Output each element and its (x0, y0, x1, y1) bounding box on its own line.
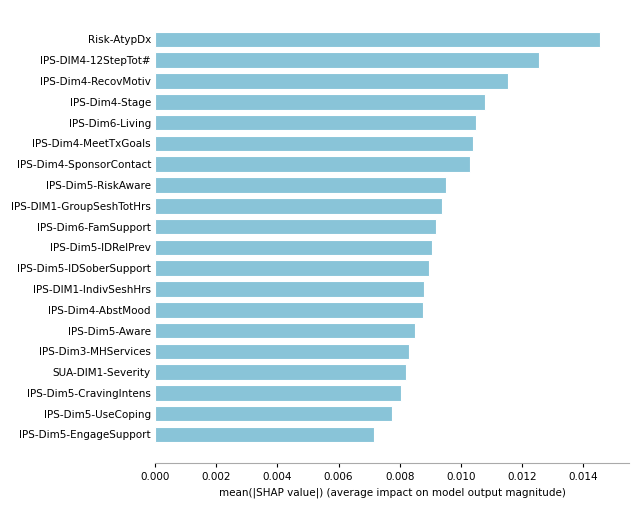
Bar (155, 32, 600, 47)
Bar (155, 135, 473, 151)
Bar (155, 240, 432, 255)
Bar (155, 156, 470, 172)
Bar (155, 177, 445, 193)
Bar (155, 344, 409, 359)
Bar (155, 115, 476, 130)
Bar (155, 219, 436, 234)
Bar (155, 281, 424, 297)
Bar (155, 364, 406, 380)
Bar (155, 94, 485, 109)
Bar (155, 302, 422, 318)
Bar (155, 198, 442, 214)
Bar (155, 323, 415, 338)
Bar (155, 385, 401, 401)
Bar (155, 73, 508, 89)
X-axis label: mean(|SHAP value|) (average impact on model output magnitude): mean(|SHAP value|) (average impact on mo… (219, 488, 566, 498)
Bar (155, 260, 429, 276)
Bar (155, 427, 374, 442)
Bar (155, 406, 392, 421)
Bar (155, 52, 539, 68)
